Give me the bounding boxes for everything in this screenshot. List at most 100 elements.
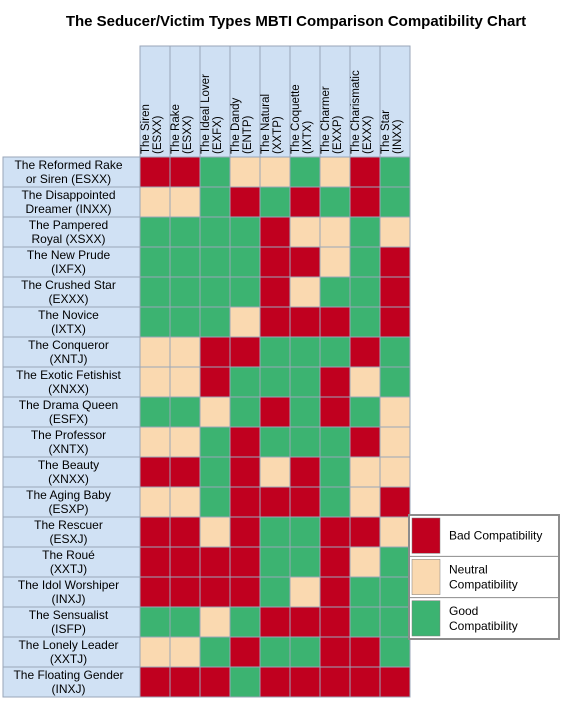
row-header-label: The Roué <box>42 548 95 562</box>
legend: Bad CompatibilityNeutralCompatibilityGoo… <box>408 514 560 640</box>
column-header-label: The Dandy <box>230 97 242 154</box>
heatmap-cell <box>199 336 231 368</box>
heatmap-cell <box>139 576 171 608</box>
heatmap-cell <box>379 276 411 308</box>
heatmap-cell <box>289 456 321 488</box>
heatmap-cell <box>229 576 261 608</box>
heatmap-cell <box>169 336 201 368</box>
heatmap-cell <box>349 216 381 248</box>
heatmap-cell <box>199 606 231 638</box>
column-header-label: (ENTP) <box>242 116 254 155</box>
heatmap-cell <box>169 576 201 608</box>
row-header: The Drama Queen(ESFX) <box>2 396 141 428</box>
heatmap-cell <box>319 546 351 578</box>
row-header-label: (INXJ) <box>52 682 86 696</box>
heatmap-cell <box>169 276 201 308</box>
heatmap-cell <box>349 306 381 338</box>
row-header-bg <box>2 216 141 248</box>
heatmap-cell <box>139 366 171 398</box>
column-header: The Charmer (EXXP) <box>319 45 351 158</box>
row-header: The Beauty(XNXX) <box>2 456 141 488</box>
row-header-label: (IXFX) <box>51 262 86 276</box>
row-header-label: The Exotic Fetishist <box>16 368 121 382</box>
heatmap-cell <box>289 666 321 698</box>
row-header-label: The Disappointed <box>21 188 115 202</box>
row-header-bg <box>2 276 141 308</box>
legend-label: Bad Compatibility <box>449 529 542 543</box>
row-header-label: (ESFX) <box>49 412 88 426</box>
heatmap-cell <box>379 186 411 218</box>
heatmap-cell <box>139 396 171 428</box>
legend-swatch <box>411 600 441 637</box>
row-header-label: The New Prude <box>27 248 111 262</box>
row-header: The Aging Baby(ESXP) <box>2 486 141 518</box>
heatmap-cell <box>169 666 201 698</box>
heatmap-cell <box>379 456 411 488</box>
column-header-label: (EXXX) <box>362 115 374 154</box>
row-header-bg <box>2 666 141 698</box>
heatmap-cell <box>349 606 381 638</box>
heatmap-cell <box>349 486 381 518</box>
heatmap-cell <box>229 636 261 668</box>
row-header-label: The Pampered <box>29 218 108 232</box>
row-header-label: (ESXJ) <box>49 532 87 546</box>
heatmap-cell <box>229 156 261 188</box>
heatmap-cell <box>289 366 321 398</box>
heatmap-cell <box>259 486 291 518</box>
heatmap-cell <box>379 636 411 668</box>
row-header-label: The Drama Queen <box>19 398 118 412</box>
heatmap-cell <box>259 156 291 188</box>
heatmap-cell <box>229 486 261 518</box>
heatmap-cell <box>259 606 291 638</box>
heatmap-cell <box>349 366 381 398</box>
row-header-label: (EXXX) <box>48 292 88 306</box>
heatmap-cell <box>289 276 321 308</box>
row-header-label: The Lonely Leader <box>18 638 118 652</box>
heatmap-cell <box>199 516 231 548</box>
heatmap-cell <box>379 666 411 698</box>
column-header-label: The Siren <box>140 104 152 154</box>
heatmap-cell <box>199 186 231 218</box>
heatmap-cell <box>319 366 351 398</box>
heatmap-cell <box>289 336 321 368</box>
heatmap-cell <box>199 306 231 338</box>
column-header: The Natural (XXTP) <box>259 45 291 158</box>
heatmap-cell <box>349 156 381 188</box>
heatmap-cell <box>229 546 261 578</box>
row-header-label: (XNTX) <box>49 442 89 456</box>
heatmap-cell <box>349 546 381 578</box>
heatmap-cell <box>379 426 411 458</box>
heatmap-cell <box>229 456 261 488</box>
heatmap-cell <box>229 186 261 218</box>
row-header-label: or Siren (ESXX) <box>26 172 111 186</box>
heatmap-cell <box>349 186 381 218</box>
heatmap-cell <box>229 516 261 548</box>
heatmap-cell <box>259 276 291 308</box>
heatmap-cell <box>349 636 381 668</box>
heatmap-cell <box>199 636 231 668</box>
heatmap-cell <box>379 516 411 548</box>
heatmap-cell <box>319 636 351 668</box>
row-header-bg <box>2 246 141 278</box>
column-header-bg <box>319 45 351 158</box>
heatmap-cell <box>229 366 261 398</box>
heatmap-cell <box>229 306 261 338</box>
row-header-label: The Floating Gender <box>13 668 123 682</box>
heatmap-cell <box>139 456 171 488</box>
column-header: The Charismatic (EXXX) <box>349 45 381 158</box>
heatmap-cell <box>349 336 381 368</box>
heatmap-cell <box>139 486 171 518</box>
row-header-label: The Conqueror <box>28 338 109 352</box>
heatmap-cell <box>229 606 261 638</box>
heatmap-cell <box>319 396 351 428</box>
column-header: The Siren (ESXX) <box>139 45 171 158</box>
heatmap-cell <box>169 396 201 428</box>
heatmap-cell <box>289 396 321 428</box>
heatmap-cell <box>199 426 231 458</box>
heatmap-cell <box>139 666 171 698</box>
heatmap-cell <box>379 606 411 638</box>
column-header-bg <box>379 45 411 158</box>
row-header-label: The Rescuer <box>34 518 103 532</box>
